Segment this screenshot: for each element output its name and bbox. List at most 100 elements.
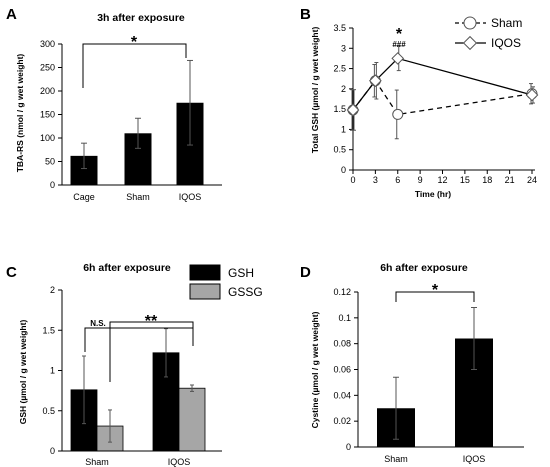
panel-b-xtick-label: 21 <box>505 175 515 185</box>
panel-c-bar-gssg <box>178 387 206 452</box>
panel-b-xlabel: Time (hr) <box>415 189 451 199</box>
panel-b-series <box>346 45 539 140</box>
panel-letter-c: C <box>6 264 17 281</box>
panel-letter-a: A <box>6 6 17 23</box>
panel-d-ytick-label: 0.1 <box>338 313 351 323</box>
panel-d-sig-bracket <box>395 291 475 302</box>
panel-d-ytick-label: 0.04 <box>333 390 351 400</box>
panel-d-sig-star: * <box>432 282 439 299</box>
panel-d-xticks: Sham IQOS <box>384 454 485 464</box>
panel-c-bars <box>70 328 206 452</box>
legend-gsh-label: GSH <box>228 266 254 280</box>
panel-a-ytick-label: 150 <box>40 110 55 120</box>
panel-a-ytick-label: 200 <box>40 86 55 96</box>
panel-a-ytick-label: 300 <box>40 39 55 49</box>
panel-b-iqos-point <box>369 74 382 88</box>
panel-c-ytick-label: 1 <box>50 366 55 376</box>
panel-c-sig-stars: ** <box>145 313 158 330</box>
panel-d-ytick-label: 0.02 <box>333 416 351 426</box>
panel-a: A 3h after exposure TBA-RS (nmol / g wet… <box>6 6 222 202</box>
panel-d: D 6h after exposure Cystine (µmol / g we… <box>300 262 524 464</box>
panel-a-ytick-label: 250 <box>40 63 55 73</box>
panel-b-iqos-point <box>346 103 360 117</box>
panel-d-bars <box>377 307 493 447</box>
panel-c-ytick-label: 0 <box>50 446 55 456</box>
panel-letter-d: D <box>300 264 311 281</box>
panel-b-line-sham <box>352 79 533 116</box>
panel-b-ytick-label: 3 <box>341 43 346 53</box>
panel-c-title: 6h after exposure <box>83 262 171 274</box>
panel-letter-b: B <box>300 6 311 23</box>
panel-b-ytick-label: 1 <box>341 124 346 134</box>
panel-b-sig-star: * <box>396 26 403 43</box>
panel-c-ns-bracket <box>84 327 194 352</box>
panel-c-ytick-label: 0.5 <box>42 406 55 416</box>
legend-iqos-marker <box>462 35 478 51</box>
panel-d-ytick-label: 0.08 <box>333 339 351 349</box>
panel-a-yticks: 0 50 100 150 200 250 300 <box>40 39 62 190</box>
panel-b-ytick-label: 0 <box>341 165 346 175</box>
panel-c-ns-label: N.S. <box>90 319 106 328</box>
panel-b-xtick-label: 12 <box>437 175 447 185</box>
panel-b-xtick-label: 9 <box>418 175 423 185</box>
panel-a-bars <box>70 59 204 185</box>
panel-b-ytick-label: 1.5 <box>333 104 346 114</box>
panel-c-ylabel: GSH (µmol / g wet weight) <box>18 320 28 425</box>
panel-b-xticks: 0 3 6 9 12 15 18 21 24 <box>350 170 537 185</box>
panel-b-ytick-label: 3.5 <box>333 23 346 33</box>
legend-gssg-swatch <box>189 283 221 300</box>
legend-sham-label: Sham <box>491 16 522 30</box>
panel-d-yticks: 0 0.02 0.04 0.06 0.08 0.1 0.12 <box>333 287 358 452</box>
panel-b-iqos-point <box>391 52 405 65</box>
panel-b-xtick-label: 6 <box>395 175 400 185</box>
panel-b-ytick-label: 0.5 <box>333 145 346 155</box>
panel-a-ylabel: TBA-RS (nmol / g wet weight) <box>15 54 25 173</box>
panel-a-ytick-label: 50 <box>45 157 55 167</box>
legend-gsh-swatch <box>189 264 221 281</box>
panel-b-legend: Sham IQOS <box>455 16 522 51</box>
panel-b-xtick-label: 15 <box>460 175 470 185</box>
panel-b-sig-hashes: ### <box>392 40 406 49</box>
panel-d-ytick-label: 0.06 <box>333 365 351 375</box>
panel-b-iqos-point <box>525 88 539 102</box>
panel-a-xtick-label: IQOS <box>179 192 202 202</box>
panel-c-xtick-label: Sham <box>85 457 109 467</box>
panel-d-xtick-label: IQOS <box>463 454 486 464</box>
panel-b-xtick-label: 24 <box>527 175 537 185</box>
panel-d-title: 6h after exposure <box>380 262 468 274</box>
panel-a-xtick-label: Sham <box>126 192 150 202</box>
panel-a-title: 3h after exposure <box>97 12 185 24</box>
panel-c-xtick-label: IQOS <box>168 457 191 467</box>
panel-c-ytick-label: 2 <box>50 285 55 295</box>
panel-c-xticks: Sham IQOS <box>85 457 190 467</box>
panel-b-xtick-label: 18 <box>482 175 492 185</box>
panel-d-ylabel: Cystine (µmol / g wet weight) <box>310 311 320 428</box>
legend-sham-marker <box>463 16 477 30</box>
panel-a-sig-bracket <box>82 43 187 88</box>
legend-iqos-label: IQOS <box>491 36 521 50</box>
legend-gssg-label: GSSG <box>228 285 263 299</box>
panel-b-sham-point <box>392 108 404 120</box>
panel-b: B Total GSH (µmol / g wet weight) Time (… <box>300 6 539 199</box>
panel-d-xtick-label: Sham <box>384 454 408 464</box>
panel-b-ytick-label: 2.5 <box>333 64 346 74</box>
panel-c-legend: GSH GSSG <box>189 264 263 300</box>
panel-c: C 6h after exposure GSH (µmol / g wet we… <box>6 262 263 467</box>
panel-b-xtick-label: 0 <box>350 175 355 185</box>
panel-a-xticks: Cage Sham IQOS <box>73 192 201 202</box>
panel-b-ylabel: Total GSH (µmol / g wet weight) <box>310 27 320 154</box>
panel-d-ytick-label: 0 <box>346 442 351 452</box>
panel-b-line-iqos <box>352 57 533 111</box>
panel-d-ytick-label: 0.12 <box>333 287 351 297</box>
panel-a-ytick-label: 100 <box>40 133 55 143</box>
panel-c-ytick-label: 1.5 <box>42 325 55 335</box>
panel-b-yticks: 0 0.5 1 1.5 2 2.5 3 3.5 <box>333 23 353 175</box>
panel-b-ytick-label: 2 <box>341 84 346 94</box>
panel-b-xtick-label: 3 <box>373 175 378 185</box>
panel-a-xtick-label: Cage <box>73 192 95 202</box>
panel-c-yticks: 0 0.5 1 1.5 2 <box>42 285 62 456</box>
panel-c-sig-bracket <box>109 321 194 382</box>
panel-a-sig-star: * <box>131 34 138 51</box>
panel-a-ytick-label: 0 <box>50 180 55 190</box>
